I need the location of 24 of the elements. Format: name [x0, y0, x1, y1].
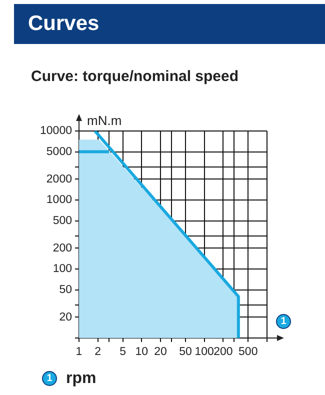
x-tick-label: 20: [154, 346, 167, 358]
x-axis-title: rpm: [66, 370, 96, 388]
x-tick-label: 2: [94, 346, 102, 358]
chart-subtitle: Curve: torque/nominal speed: [31, 68, 239, 85]
y-tick-label: 200: [52, 242, 72, 254]
y-tick-label: 10000: [40, 125, 72, 138]
y-tick-label: 500: [52, 214, 72, 227]
y-tick-label: 1000: [46, 194, 72, 206]
y-tick-label: 50: [59, 284, 72, 296]
y-tick-label: 2000: [46, 173, 72, 186]
x-tick-label: 1: [76, 346, 82, 358]
chart-title: Curves: [14, 4, 325, 44]
text: 1: [276, 314, 291, 329]
y-tick-label: 20: [59, 311, 72, 324]
y-axis-title: mN.m: [87, 113, 122, 128]
text: 1: [46, 373, 52, 384]
x-tick-label: 100: [194, 346, 214, 358]
x-tick-label: 5: [120, 346, 126, 358]
y-tick-label: 5000: [46, 146, 72, 158]
x-tick-label: 500: [238, 346, 258, 358]
x-tick-label: 200: [214, 346, 233, 358]
y-tick-label: 100: [52, 263, 72, 276]
x-tick-label: 50: [179, 346, 192, 358]
x-tick-label: 10: [135, 346, 148, 358]
